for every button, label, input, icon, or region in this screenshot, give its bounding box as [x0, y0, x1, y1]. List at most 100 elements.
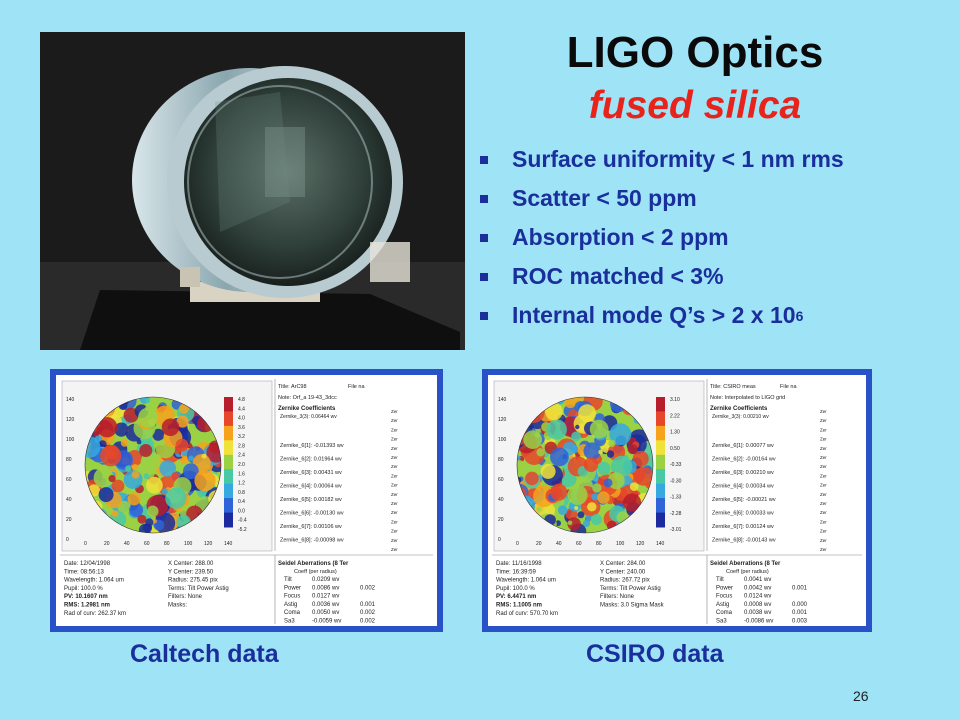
info-field: Time: 08:56:13	[64, 569, 104, 575]
info-field: Radius: 275.45 pix	[168, 578, 218, 584]
info-field: Masks: 3.0 Sigma Mask	[600, 603, 665, 609]
coeff-first: Zernike_3(3): 0.00210 wv	[712, 414, 769, 420]
colorbar-label: -1.33	[670, 495, 682, 501]
seidel-term: Coma	[284, 610, 301, 616]
x-tick-label: 60	[576, 541, 582, 547]
info-field: Filters: None	[600, 594, 635, 600]
colorbar-label: -5.2	[238, 527, 247, 533]
zernike-term-label: Zer	[391, 418, 398, 423]
seidel-term: Focus	[716, 594, 732, 600]
zernike-coefficient: Zernike_6[5]: 0.00182 wv	[280, 497, 342, 503]
zernike-coefficient: Zernike_6[2]: 0.01964 wv	[280, 457, 342, 463]
seidel-extra: 0.002	[360, 619, 376, 625]
info-field: Y Center: 239.50	[168, 569, 214, 575]
info-field: Rad of curv: 262.37 km	[64, 611, 126, 617]
x-tick-label: 100	[184, 541, 193, 547]
seidel-term: Astig	[716, 602, 729, 608]
caption-caltech: Caltech data	[130, 640, 279, 668]
map-title: Title: ArC98	[278, 384, 307, 390]
info-field: PV: 10.1607 nm	[64, 594, 108, 600]
seidel-term: Power	[716, 585, 733, 591]
zernike-term-label: Zer	[820, 464, 827, 469]
colorbar-label: 2.8	[238, 443, 245, 449]
file-name: File na	[348, 384, 365, 390]
info-field: Date: 12/04/1998	[64, 561, 111, 567]
colorbar-label: 3.10	[670, 397, 680, 403]
csiro-interferogram: 140 120 100 80 60 40 20 0 0 20 40 60 80 100 120 140 3.10…	[492, 379, 862, 625]
info-field: RMS: 1.1005 nm	[496, 603, 542, 609]
seidel-value: 0.0041 wv	[744, 577, 771, 583]
zernike-term-label: Zer	[820, 529, 827, 534]
zernike-coefficient: Zernike_6[5]: -0.00021 wv	[712, 497, 776, 503]
info-field: Radius: 267.72 pix	[600, 578, 650, 584]
zernike-coefficient: Zernike_6[2]: -0.00164 wv	[712, 457, 776, 463]
caltech-data-panel: 140 120 100 80 60 40 20 0 0 20 40 60 80 100 120 140 4.8 4…	[50, 369, 443, 632]
zernike-term-label: Zer	[820, 418, 827, 423]
colorbar-label: 3.6	[238, 425, 245, 431]
zernike-coefficient: Zernike_6[3]: 0.00431 wv	[280, 470, 342, 476]
colorbar-label: -0.33	[670, 462, 682, 468]
zernike-term-label: Zer	[820, 409, 827, 414]
seidel-extra: 0.002	[360, 610, 376, 616]
colorbar-segment	[656, 397, 665, 412]
zernike-term-label: Zer	[391, 510, 398, 515]
colorbar-label: -2.28	[670, 511, 682, 517]
zernike-term-label: Zer	[391, 538, 398, 543]
y-tick-label: 80	[498, 457, 504, 463]
seidel-value: 0.0086 wv	[312, 585, 339, 591]
slide-title: LIGO Optics	[566, 28, 824, 77]
colorbar-segment	[224, 498, 233, 513]
y-tick-label: 120	[66, 417, 75, 423]
seidel-header: Seidel Aberrations (8 Ter	[710, 561, 781, 567]
seidel-value: 0.0127 wv	[312, 594, 339, 600]
info-field: Pupil: 100.0 %	[64, 586, 103, 592]
x-tick-label: 100	[616, 541, 625, 547]
zernike-term-label: Zer	[820, 483, 827, 488]
colorbar-segment	[656, 469, 665, 485]
seidel-extra: 0.001	[792, 585, 808, 591]
x-tick-label: 140	[224, 541, 233, 547]
y-tick-label: 20	[66, 517, 72, 523]
bullet-square-icon	[480, 194, 488, 203]
caption-csiro: CSIRO data	[586, 640, 724, 668]
info-field: X Center: 288.00	[168, 561, 214, 567]
x-tick-label: 20	[536, 541, 542, 547]
bullet-item: Surface uniformity < 1 nm rms	[478, 140, 844, 179]
x-tick-label: 80	[164, 541, 170, 547]
colorbar-label: 0.0	[238, 508, 245, 514]
colorbar-segment	[224, 512, 233, 528]
y-tick-label: 140	[66, 397, 75, 403]
zernike-coefficient: Zernike_6[3]: 0.00210 wv	[712, 470, 774, 476]
colorbar-label: 1.6	[238, 471, 245, 477]
zernike-coefficient: Zernike_6[8]: -0.00143 wv	[712, 538, 776, 544]
coeff-header: Zernike Coefficients	[710, 406, 768, 412]
aperture-outline	[84, 396, 222, 534]
colorbar-segment	[224, 425, 233, 441]
map-title: Title: CSIRO meas	[710, 384, 756, 390]
colorbar-label: 4.0	[238, 416, 245, 422]
zernike-term-label: Zer	[391, 519, 398, 524]
seidel-header: Seidel Aberrations (8 Ter	[278, 561, 349, 567]
zernike-term-label: Zer	[820, 437, 827, 442]
seidel-term: Coma	[716, 610, 733, 616]
zernike-coefficient: Zernike_6[8]: -0.00098 wv	[280, 538, 344, 544]
zernike-term-label: Zer	[391, 473, 398, 478]
zernike-coefficient: Zernike_6[7]: 0.00124 wv	[712, 524, 774, 530]
seidel-extra: 0.001	[360, 602, 376, 608]
colorbar-segment	[656, 454, 665, 470]
seidel-term: Sa3	[284, 619, 295, 625]
seidel-term: Tilt	[716, 577, 724, 583]
seidel-value: -0.0059 wv	[312, 619, 341, 625]
info-field: X Center: 284.00	[600, 561, 646, 567]
info-field: Terms: Tilt Power Astig	[600, 586, 661, 592]
zernike-term-label: Zer	[820, 473, 827, 478]
csiro-data-panel: 140 120 100 80 60 40 20 0 0 20 40 60 80 100 120 140 3.10…	[482, 369, 872, 632]
colorbar-segment	[224, 483, 233, 499]
zernike-term-label: Zer	[820, 547, 827, 552]
zernike-term-label: Zer	[391, 501, 398, 506]
file-name: File na	[780, 384, 797, 390]
zernike-coefficient: Zernike_6[6]: -0.00130 wv	[280, 511, 344, 517]
coeff-header: Zernike Coefficients	[278, 406, 336, 412]
colorbar-segment	[224, 397, 233, 412]
info-field: Wavelength: 1.064 um	[64, 578, 124, 584]
